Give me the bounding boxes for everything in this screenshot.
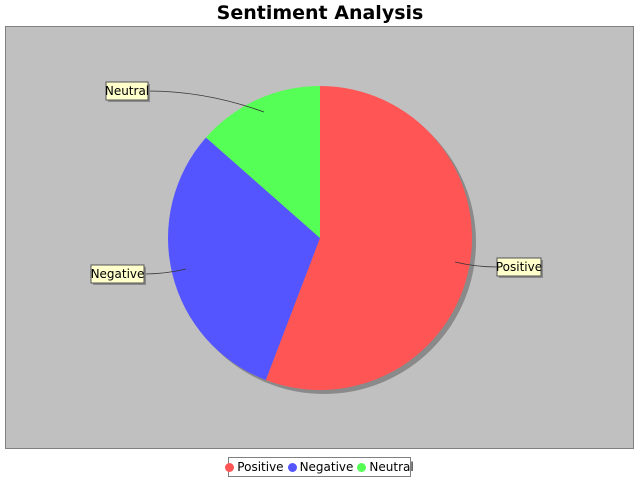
legend-item-positive: Positive <box>225 460 284 474</box>
slice-label-positive: Positive <box>454 257 543 278</box>
legend: Positive Negative Neutral <box>225 457 414 477</box>
legend-label-neutral: Neutral <box>369 460 414 474</box>
label-box-positive <box>496 257 542 277</box>
pie-slice-positive <box>265 86 472 390</box>
legend-label-negative: Negative <box>299 460 354 474</box>
slice-label-negative: Negative <box>90 264 187 285</box>
leader-line-negative <box>143 268 187 275</box>
legend-dot-neutral-icon <box>357 462 367 472</box>
legend-item-negative: Negative <box>287 460 354 474</box>
pie-slice-negative <box>167 137 320 381</box>
label-box-negative <box>90 264 145 284</box>
legend-dot-negative-icon <box>287 462 297 472</box>
label-text-neutral: Neutral <box>105 84 149 98</box>
label-box-neutral <box>105 81 149 101</box>
pie-slice-neutral <box>205 86 320 238</box>
slice-label-neutral: Neutral <box>105 81 265 113</box>
chart-title: Sentiment Analysis <box>216 2 424 24</box>
label-text-positive: Positive <box>496 260 542 274</box>
legend-dot-positive-icon <box>225 462 235 472</box>
legend-label-positive: Positive <box>237 460 284 474</box>
label-text-negative: Negative <box>91 267 145 281</box>
leader-line-positive <box>454 261 498 268</box>
legend-item-neutral: Neutral <box>357 460 414 474</box>
leader-line-neutral <box>147 90 265 113</box>
